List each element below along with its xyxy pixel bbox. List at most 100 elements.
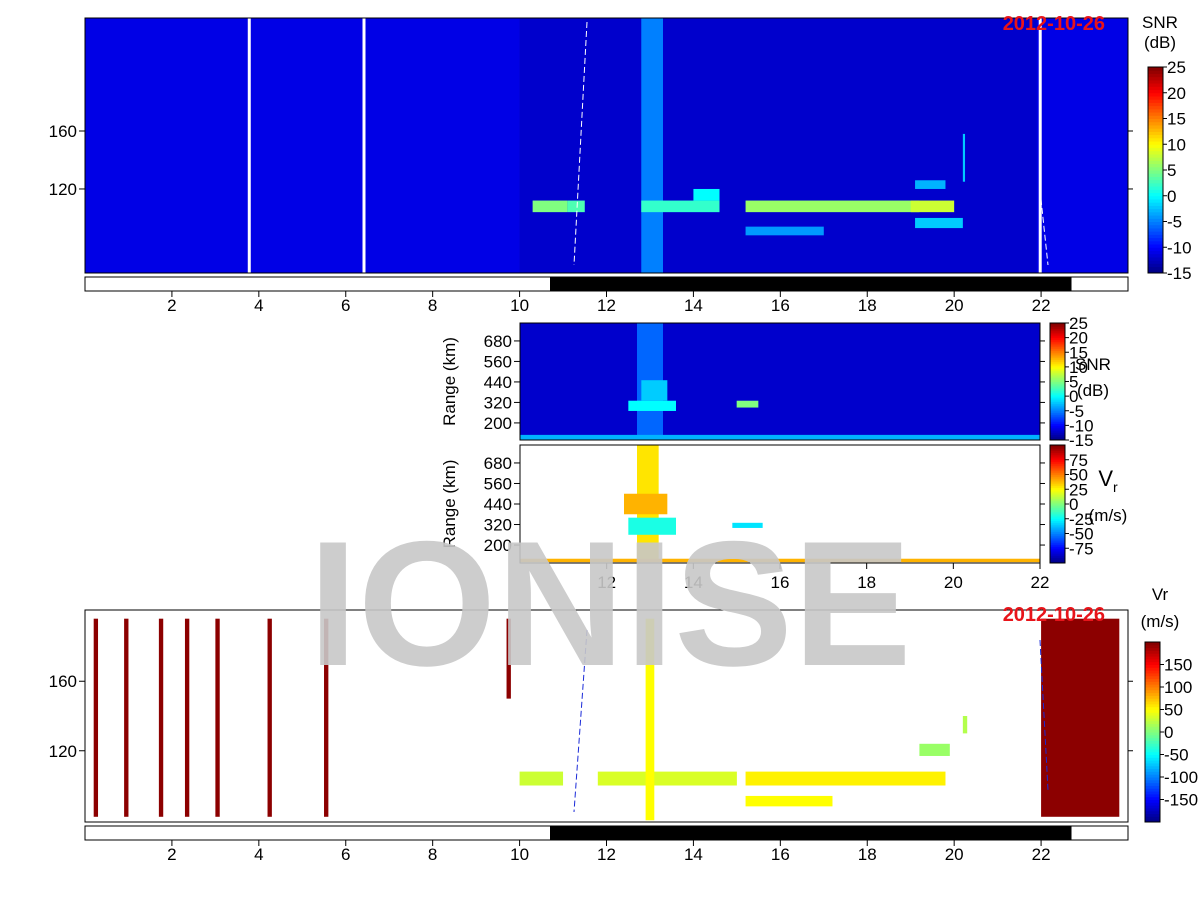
- colorbar-step: [1145, 656, 1160, 660]
- heat-cell: [962, 133, 966, 182]
- colorbar-step: [1145, 754, 1160, 758]
- colorbar-step: [1050, 470, 1065, 474]
- colorbar-step: [1050, 330, 1065, 333]
- colorbar-step: [1050, 511, 1065, 514]
- heat-cell: [124, 618, 129, 817]
- colorbar-step: [1145, 675, 1160, 680]
- colorbar-tick-label: 150: [1164, 656, 1192, 675]
- y-tick-label: 440: [484, 373, 512, 392]
- colorbar-step: [1050, 357, 1065, 361]
- colorbar-step: [1145, 805, 1160, 809]
- colorbar-step: [1050, 537, 1065, 540]
- colorbar-step: [1050, 425, 1065, 428]
- colorbar-step: [1145, 729, 1160, 733]
- colorbar-step: [1050, 474, 1065, 477]
- heat-cell: [506, 618, 511, 699]
- colorbar-step: [1145, 687, 1160, 691]
- heat-cell: [745, 795, 833, 807]
- colorbar-step: [1050, 438, 1065, 441]
- heat-cell: [324, 618, 329, 817]
- x-tick-label: 10: [510, 845, 529, 864]
- colorbar-tick-label: -15: [1167, 264, 1192, 283]
- colorbar-step: [1050, 535, 1065, 538]
- colorbar-step: [1145, 712, 1160, 716]
- x-tick-label: 6: [341, 296, 350, 315]
- heat-cell: [732, 522, 763, 528]
- colorbar-step: [1050, 544, 1065, 547]
- colorbar-tick-label: 25: [1069, 314, 1088, 333]
- heat-cell: [745, 200, 920, 213]
- colorbar-step: [1145, 793, 1160, 798]
- colorbar-step: [1145, 791, 1160, 795]
- x-tick-label: 14: [684, 296, 703, 315]
- colorbar-step: [1050, 333, 1065, 337]
- colorbar-tick-label: -25: [1069, 510, 1094, 529]
- colorbar-step: [1050, 381, 1065, 384]
- colorbar-step: [1050, 478, 1065, 481]
- colorbar-step: [1145, 723, 1160, 727]
- colorbar-step: [1145, 698, 1160, 702]
- x-tick-label: 6: [341, 845, 350, 864]
- colorbar-step: [1148, 244, 1163, 248]
- x-tick-label: 12: [597, 296, 616, 315]
- colorbar-tick-label: -5: [1069, 402, 1084, 421]
- colorbar-step: [1050, 450, 1065, 453]
- colorbar-step: [1050, 359, 1065, 362]
- colorbar-step: [1145, 737, 1160, 741]
- colorbar-step: [1050, 350, 1065, 353]
- colorbar-tick-label: 0: [1167, 187, 1176, 206]
- colorbar-label: (m/s): [1089, 506, 1128, 525]
- colorbar-step: [1050, 429, 1065, 432]
- colorbar-label: SNR: [1142, 13, 1178, 32]
- colorbar-step: [1050, 551, 1065, 555]
- y-tick-label: 200: [484, 414, 512, 433]
- colorbar-step: [1148, 218, 1163, 222]
- colorbar-step: [1145, 726, 1160, 730]
- colorbar-step: [1050, 452, 1065, 455]
- colorbar-step: [1050, 416, 1065, 419]
- colorbar-step: [1050, 419, 1065, 423]
- colorbar-step: [1145, 785, 1160, 789]
- heat-cell: [641, 380, 668, 401]
- colorbar-step: [1148, 76, 1163, 81]
- y-tick-label: 440: [484, 495, 512, 514]
- colorbar-step: [1050, 529, 1065, 533]
- colorbar-step: [1148, 99, 1163, 103]
- colorbar-step: [1145, 782, 1160, 786]
- colorbar-step: [1148, 176, 1163, 181]
- y-tick-label: 680: [484, 454, 512, 473]
- colorbar-step: [1050, 432, 1065, 436]
- colorbar-step: [1145, 732, 1160, 736]
- colorbar-step: [1050, 498, 1065, 501]
- colorbar-tick-label: 20: [1167, 84, 1186, 103]
- colorbar-step: [1050, 504, 1065, 507]
- colorbar-label: Vr: [1152, 585, 1169, 604]
- colorbar-step: [1148, 141, 1163, 145]
- colorbar-step: [1050, 494, 1065, 498]
- colorbar-step: [1148, 131, 1163, 136]
- colorbar-step: [1145, 650, 1160, 654]
- colorbar-step: [1050, 531, 1065, 534]
- colorbar-tick-label: -5: [1167, 213, 1182, 232]
- colorbar-step: [1050, 376, 1065, 379]
- heat-cell: [915, 217, 963, 229]
- colorbar-step: [1145, 788, 1160, 792]
- heat-cell: [641, 200, 720, 213]
- colorbar-step: [1050, 377, 1065, 381]
- heat-cell: [215, 618, 220, 817]
- x-tick-label: 4: [254, 845, 263, 864]
- colorbar-label: (dB): [1077, 381, 1109, 400]
- colorbar-step: [1148, 163, 1163, 168]
- colorbar-step: [1050, 553, 1065, 557]
- x-tick-label: 4: [254, 296, 263, 315]
- colorbar-step: [1148, 79, 1163, 84]
- x-tick-label: 16: [771, 573, 790, 592]
- colorbar-step: [1145, 661, 1160, 665]
- colorbar-step: [1050, 434, 1065, 437]
- colorbar-step: [1145, 692, 1160, 696]
- heat-cell: [915, 180, 946, 189]
- terminator: [1039, 639, 1049, 791]
- colorbar-step: [1148, 92, 1163, 97]
